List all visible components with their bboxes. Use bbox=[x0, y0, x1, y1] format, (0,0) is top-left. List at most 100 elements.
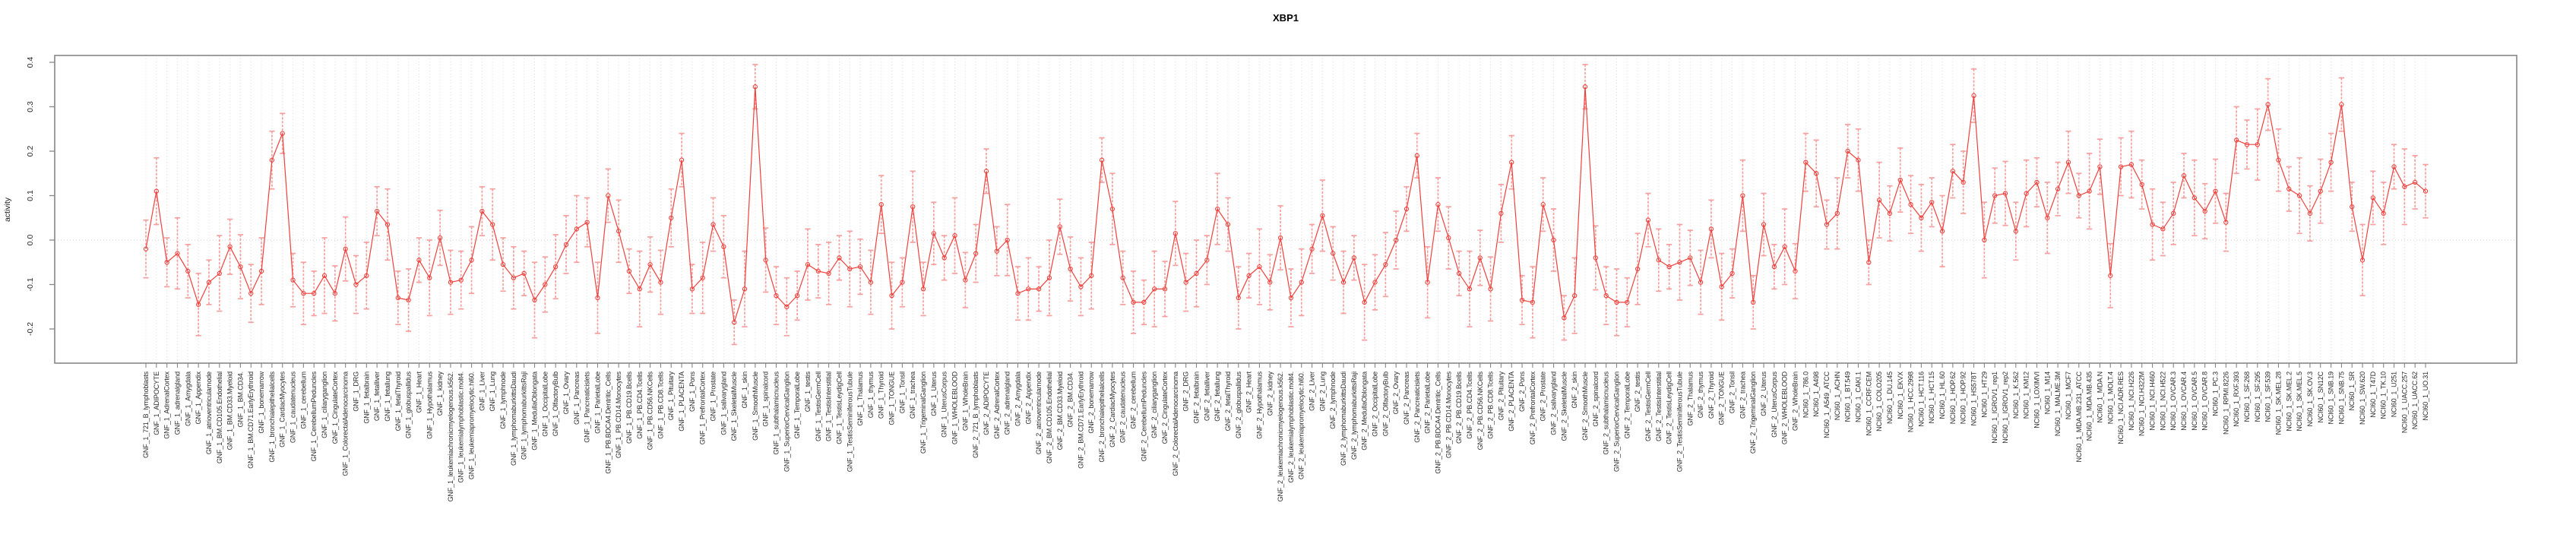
y-tick-label: 0.3 bbox=[26, 101, 35, 112]
data-point bbox=[742, 286, 748, 292]
data-point bbox=[606, 193, 611, 198]
data-point bbox=[878, 202, 884, 207]
data-point bbox=[647, 262, 653, 267]
x-tick-label: GNF_2_TONGUE bbox=[1718, 372, 1726, 425]
data-point bbox=[2087, 188, 2092, 194]
data-point bbox=[616, 229, 622, 234]
x-tick-label: GNF_1_fetalThyroid bbox=[394, 372, 402, 431]
y-tick-label: 0.2 bbox=[26, 146, 35, 157]
y-tick-label: 0.4 bbox=[26, 57, 35, 68]
data-point bbox=[406, 297, 411, 303]
data-point bbox=[269, 157, 275, 163]
data-point bbox=[1509, 160, 1514, 165]
data-point bbox=[1225, 222, 1231, 227]
x-tick-label: GNF_2_fetalliver bbox=[1203, 372, 1210, 421]
x-tick-label: GNF_2_MedullaOblongata bbox=[1361, 372, 1369, 451]
x-tick-label: NCI60_1_OVCAR.5 bbox=[2191, 372, 2198, 431]
data-point bbox=[1467, 286, 1473, 292]
x-tick-label: GNF_1_ColorectalAdenocarcinoma bbox=[342, 372, 350, 476]
x-tick-label: NCI60_1_NCI.H460 bbox=[2149, 372, 2157, 431]
x-tick-label: GNF_1_PLACENTA bbox=[678, 372, 685, 432]
x-tick-label: GNF_2_fetalbrain bbox=[1192, 372, 1200, 424]
data-point bbox=[1383, 262, 1388, 267]
x-tick-label: GNF_2_lymphomaburkittsDaudi bbox=[1340, 372, 1347, 466]
data-point bbox=[1625, 299, 1630, 305]
x-tick-label: GNF_2_PLACENTA bbox=[1508, 372, 1515, 432]
data-point bbox=[1887, 210, 1893, 217]
data-point bbox=[574, 226, 579, 232]
data-point bbox=[458, 277, 464, 283]
data-point bbox=[2045, 215, 2050, 220]
x-tick-label: GNF_2_Hypothalamus bbox=[1255, 371, 1263, 438]
x-tick-label: GNF_2_Thyroid bbox=[1707, 372, 1715, 419]
data-point bbox=[910, 204, 916, 210]
x-tick-label: GNF_1_BM.CD71.EarlyErythroid bbox=[247, 372, 255, 469]
x-tick-label: GNF_1_PB.BDCA4.Dentritic_Cells bbox=[604, 371, 612, 473]
x-tick-label: NCI60_1_DU.145 bbox=[1886, 372, 1894, 424]
data-point bbox=[1183, 280, 1188, 285]
data-point bbox=[1099, 157, 1105, 163]
data-point bbox=[1372, 280, 1378, 285]
data-point bbox=[1803, 160, 1809, 165]
x-tick-label: NCI60_1_T47D bbox=[2369, 371, 2377, 417]
x-tick-label: GNF_1_leukemialymphoblastic.molt4. bbox=[457, 372, 465, 482]
x-tick-label: GNF_1_bronchialepithelialcells bbox=[268, 371, 276, 462]
data-point bbox=[2255, 142, 2260, 147]
data-point bbox=[1897, 177, 1903, 183]
x-tick-label: NCI60_1_BT.549 bbox=[1844, 372, 1852, 422]
x-tick-label: GNF_2_SkeletalMuscle bbox=[1560, 372, 1568, 441]
x-tick-label: GNF_1_atrioventricularnode bbox=[205, 372, 213, 454]
data-point bbox=[1498, 210, 1504, 217]
x-tick-label: GNF_2_SuperiorCervicalGanglion bbox=[1612, 372, 1620, 472]
data-point bbox=[1320, 213, 1325, 218]
x-tick-label: NCI60_1_NCI.H522 bbox=[2159, 372, 2166, 431]
data-point bbox=[1540, 202, 1546, 207]
data-point bbox=[2423, 188, 2429, 194]
x-tick-label: GNF_2_Pancreas bbox=[1403, 371, 1410, 425]
data-point bbox=[963, 277, 968, 283]
data-point bbox=[185, 268, 191, 274]
data-point bbox=[1152, 286, 1157, 292]
x-tick-label: GNF_2_TestisGermCell bbox=[1644, 372, 1652, 441]
data-point bbox=[595, 295, 600, 301]
x-tick-label: NCI60_1_M14 bbox=[2043, 372, 2051, 415]
x-tick-label: GNF_1_lymphomaburkittsRaji bbox=[521, 372, 528, 460]
x-tick-label: GNF_1_Ovary bbox=[562, 371, 570, 414]
data-point bbox=[2181, 173, 2187, 179]
x-tick-label: GNF_1_AdrenalCortex bbox=[163, 371, 171, 438]
x-tick-label: NCI60_1_CCRF.CEM bbox=[1865, 372, 1872, 436]
data-point bbox=[1046, 275, 1052, 280]
data-point bbox=[290, 277, 296, 283]
x-tick-label: NCI60_1_KM12 bbox=[2023, 372, 2030, 419]
data-point bbox=[563, 242, 569, 247]
x-tick-label: GNF_1_fetallung bbox=[384, 372, 391, 422]
data-point bbox=[1572, 292, 1578, 299]
x-tick-label: NCI60_1_HT29 bbox=[1980, 372, 1988, 418]
data-point bbox=[1214, 206, 1220, 212]
data-point bbox=[2318, 188, 2323, 194]
data-point bbox=[658, 280, 663, 285]
x-tick-label: GNF_2_cerebellum bbox=[1130, 372, 1138, 429]
x-tick-label: GNF_2_globuspallidus bbox=[1235, 371, 1242, 438]
x-tick-label: GNF_1_TestisSeminiferousTubule bbox=[846, 372, 853, 472]
data-point bbox=[143, 246, 149, 251]
data-point bbox=[2286, 186, 2292, 191]
data-point bbox=[637, 286, 642, 292]
data-point bbox=[815, 268, 821, 274]
x-tick-label: GNF_1_lymphomaburkittsDaudi bbox=[510, 372, 517, 466]
x-tick-label: GNF_1_cerebellum bbox=[299, 372, 307, 429]
x-tick-label: GNF_2_bronchialepithelialcells bbox=[1098, 371, 1106, 462]
data-point bbox=[1131, 299, 1136, 305]
data-point bbox=[941, 255, 947, 261]
data-point bbox=[837, 255, 842, 261]
x-tick-label: GNF_2_CerebellumPeduncles bbox=[1140, 371, 1147, 461]
data-point bbox=[532, 297, 537, 303]
x-tick-label: GNF_1_CingulateCortex bbox=[331, 371, 339, 444]
data-point bbox=[857, 264, 863, 270]
data-point bbox=[343, 246, 348, 251]
data-point bbox=[2002, 191, 2008, 196]
x-tick-label: GNF_1_bonemarrow bbox=[258, 371, 265, 433]
data-point bbox=[1603, 292, 1609, 299]
x-tick-label: NCI60_1_SN12C bbox=[2317, 371, 2324, 422]
x-tick-label: GNF_2_lymphnode bbox=[1329, 372, 1337, 429]
